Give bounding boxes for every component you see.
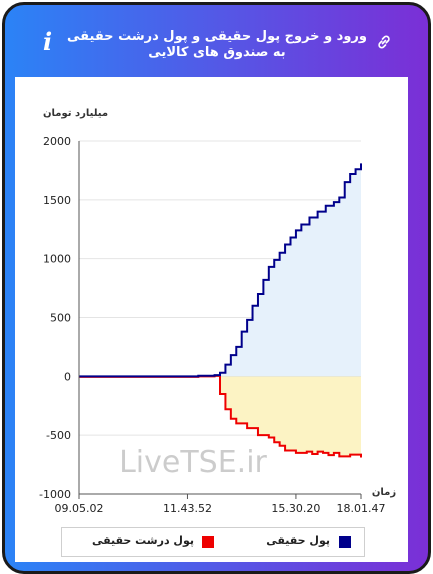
y-tick-label: 1500 <box>43 194 71 207</box>
y-tick-label: 2000 <box>43 135 71 148</box>
y-tick-label: 500 <box>50 312 71 325</box>
y-tick-labels: 2000 1500 1000 500 0 -500 -1000 <box>39 135 71 501</box>
y-tick-label: -500 <box>46 429 71 442</box>
chart-title: ورود و خروج پول حقیقی و پول درشت حقیقی ب… <box>67 29 367 60</box>
chart-panel: میلیارد تومان 2000 1500 1000 500 0 -500 -1000 … <box>15 77 408 562</box>
area-chart: میلیارد تومان 2000150010005000-500-1000 … <box>39 108 396 515</box>
real-money-line <box>79 163 362 378</box>
legend-swatch-real-big-money <box>202 536 214 548</box>
legend-real-money[interactable]: پول حقیقی <box>266 534 330 547</box>
x-tick-label: 15.30.20 <box>271 502 320 515</box>
x-tick-labels: 09.05.02 11.43.52 15.30.20 18.01.47 <box>55 494 386 515</box>
real-big-money-line <box>79 374 362 458</box>
card-header: i ورود و خروج پول حقیقی و پول درشت حقیقی… <box>5 5 428 77</box>
info-icon[interactable]: i <box>43 27 53 56</box>
y-tick-label: -1000 <box>39 488 71 501</box>
legend-real-big-money[interactable]: پول درشت حقیقی <box>91 534 194 547</box>
y-tick-label: 0 <box>64 370 71 383</box>
x-tick-label: 09.05.02 <box>55 502 104 515</box>
y-tick-label: 1000 <box>43 253 71 266</box>
x-tick-label: 11.43.52 <box>163 502 212 515</box>
watermark: LiveTSE.ir <box>119 445 267 480</box>
real-big-money-area <box>79 375 361 458</box>
legend-swatch-real-money <box>339 536 351 548</box>
x-axis-label: زمان <box>372 487 396 498</box>
link-icon[interactable] <box>375 33 393 51</box>
y-axis-label: میلیارد تومان <box>43 108 108 119</box>
x-tick-label: 18.01.47 <box>337 502 386 515</box>
real-money-area <box>79 163 361 377</box>
legend: پول حقیقی پول درشت حقیقی <box>61 527 365 557</box>
